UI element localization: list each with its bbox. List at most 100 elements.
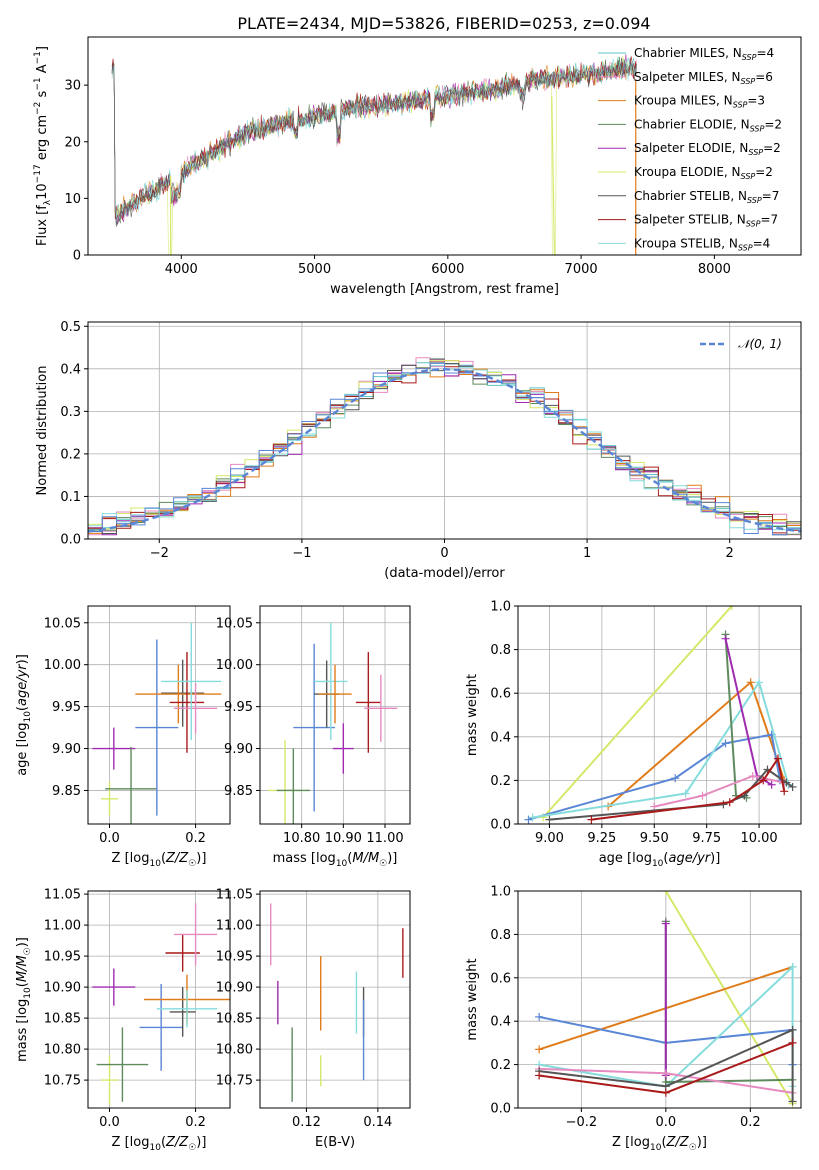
y-tick-label: 0.4 bbox=[490, 1015, 511, 1030]
y-tick-label: 0.5 bbox=[60, 320, 81, 335]
legend-entry: Salpeter MILES, NSSP=6 bbox=[634, 70, 773, 86]
weight-series-line bbox=[724, 638, 773, 786]
y-tick-label: 9.95 bbox=[224, 700, 253, 715]
weight-marker bbox=[671, 774, 680, 783]
y-tick-label: 0.0 bbox=[60, 533, 81, 548]
y-tick-label: 10 bbox=[64, 192, 81, 207]
weight-marker bbox=[782, 778, 791, 787]
weight-series-line bbox=[607, 680, 786, 808]
histogram-series bbox=[88, 362, 801, 539]
weight-marker bbox=[698, 791, 707, 800]
legend-entry: Kroupa ELODIE, NSSP=2 bbox=[634, 165, 773, 181]
x-tick-label: 9.50 bbox=[640, 831, 669, 846]
figure-title: PLATE=2434, MJD=53826, FIBERID=0253, z=0… bbox=[237, 14, 650, 33]
weight-marker bbox=[734, 591, 742, 599]
x-tick-label: 0.0 bbox=[99, 1115, 120, 1130]
x-tick-label: 6000 bbox=[431, 262, 464, 277]
y-tick-label: 30 bbox=[64, 79, 81, 94]
weight-marker bbox=[788, 1025, 797, 1034]
x-tick-label: 0.2 bbox=[185, 1115, 206, 1130]
y-tick-label: 11.00 bbox=[44, 919, 81, 934]
mass_vs_EBV-plot-area bbox=[270, 903, 404, 1102]
y-tick-label: 0.8 bbox=[490, 643, 511, 658]
x-tick-label: 9.25 bbox=[587, 831, 616, 846]
y-tick-label: 0.2 bbox=[60, 447, 81, 462]
axes-frame bbox=[87, 36, 802, 256]
legend-entry: Chabrier ELODIE, NSSP=2 bbox=[634, 117, 782, 133]
weight-series-line bbox=[538, 1028, 794, 1102]
spectrum-series-line bbox=[111, 59, 637, 227]
y-tick-label: 10.80 bbox=[44, 1043, 81, 1058]
y-tick-label: 10.05 bbox=[216, 616, 253, 631]
y-tick-label: 0.3 bbox=[60, 405, 81, 420]
mass_vs_Z-plot-area bbox=[92, 903, 230, 1105]
y-tick-label: 9.85 bbox=[224, 784, 253, 799]
residuals-panel: −2 −1 0 1 2 0.0 0.1 0.2 0.3 0.4 0.5 𝒩(0, 1) (data-mo… bbox=[35, 320, 802, 581]
axes-frame bbox=[517, 605, 802, 825]
weight_vs_age-panel: 9.00 9.25 9.50 9.75 10.00 0.0 0.2 0.4 0.6 0.8 1.0 a… bbox=[465, 591, 802, 869]
weight-series-line bbox=[664, 891, 794, 1105]
x-tick-label: 7000 bbox=[565, 262, 598, 277]
weight-marker bbox=[661, 891, 670, 895]
x-tick-label: 10.90 bbox=[325, 831, 362, 846]
x-tick-label: 0.14 bbox=[363, 1115, 392, 1130]
weight-marker bbox=[535, 1071, 544, 1080]
y-tick-label: 0.8 bbox=[490, 928, 511, 943]
normal-reference-curve bbox=[88, 368, 801, 533]
weight-marker bbox=[721, 634, 730, 643]
x-axis-label: Z [log10(Z/Z☉)] bbox=[112, 1135, 207, 1153]
weight-marker bbox=[535, 1012, 544, 1021]
weight-series-line bbox=[654, 774, 785, 808]
weight-marker bbox=[755, 678, 764, 687]
legend-entry: Salpeter STELIB, NSSP=7 bbox=[634, 213, 778, 229]
legend-entry: Chabrier STELIB, NSSP=7 bbox=[634, 189, 779, 205]
weight-marker bbox=[545, 815, 554, 824]
y-tick-label: 10.85 bbox=[44, 1012, 81, 1027]
mass_vs_EBV-panel: 0.12 0.14 10.75 10.80 10.85 10.90 10.95 11.00 11… bbox=[216, 888, 411, 1150]
y-tick-label: 9.85 bbox=[52, 784, 81, 799]
y-tick-label: 0.4 bbox=[60, 362, 81, 377]
legend-entry: Salpeter ELODIE, NSSP=2 bbox=[634, 141, 781, 157]
x-axis-label: E(B-V) bbox=[315, 1135, 355, 1150]
x-tick-label: 10.00 bbox=[740, 831, 777, 846]
x-tick-label: −0.2 bbox=[566, 1115, 598, 1130]
x-tick-label: 0.2 bbox=[185, 831, 206, 846]
y-tick-label: 10.85 bbox=[216, 1012, 253, 1027]
y-axis-label: mass weight bbox=[465, 674, 480, 756]
y-tick-label: 0.0 bbox=[490, 818, 511, 833]
y-tick-label: 0.0 bbox=[490, 1102, 511, 1117]
axes-frame bbox=[87, 890, 231, 1109]
legend-entry: 𝒩(0, 1) bbox=[738, 337, 782, 351]
y-axis-label: Normed distribution bbox=[35, 366, 50, 496]
y-tick-label: 9.95 bbox=[52, 700, 81, 715]
weight-marker bbox=[780, 787, 789, 796]
legend: Chabrier MILES, NSSP=4 Salpeter MILES, NS… bbox=[598, 46, 782, 252]
weight-marker bbox=[661, 919, 670, 928]
weight-marker bbox=[727, 606, 736, 610]
weight-marker bbox=[725, 798, 734, 807]
spectrum-feature bbox=[551, 96, 556, 255]
y-axis-label: mass weight bbox=[465, 958, 480, 1040]
y-tick-label: 10.75 bbox=[44, 1074, 81, 1089]
weight-marker bbox=[788, 1097, 797, 1106]
x-axis-label: Z [log10(Z/Z☉)] bbox=[612, 1135, 707, 1153]
y-tick-label: 10.90 bbox=[216, 981, 253, 996]
spectrum-series-line bbox=[111, 61, 637, 220]
weight-series-line bbox=[532, 679, 790, 819]
y-axis-label: age [log10(age/yr)] bbox=[15, 654, 33, 776]
y-tick-label: 11.05 bbox=[44, 888, 81, 903]
age_vs_Z-panel: 0.0 0.2 9.85 9.90 9.95 10.00 10.05 Z [log10(Z/Z… bbox=[15, 605, 231, 869]
x-tick-label: 8000 bbox=[698, 262, 731, 277]
y-tick-label: 9.90 bbox=[224, 742, 253, 757]
x-tick-label: 1 bbox=[583, 546, 591, 561]
y-tick-label: 10.95 bbox=[44, 950, 81, 965]
weight_vs_Z-panel: −0.2 0.0 0.2 0.0 0.2 0.4 0.6 0.8 1.0 Z [log10(Z/Z… bbox=[465, 885, 802, 1153]
y-tick-label: 0.6 bbox=[490, 687, 511, 702]
axes-frame bbox=[259, 890, 411, 1109]
weight-marker bbox=[759, 776, 768, 785]
x-tick-label: 5000 bbox=[298, 262, 331, 277]
weight-marker bbox=[788, 782, 797, 791]
y-tick-label: 0 bbox=[73, 249, 81, 264]
x-tick-label: 0.12 bbox=[292, 1115, 321, 1130]
